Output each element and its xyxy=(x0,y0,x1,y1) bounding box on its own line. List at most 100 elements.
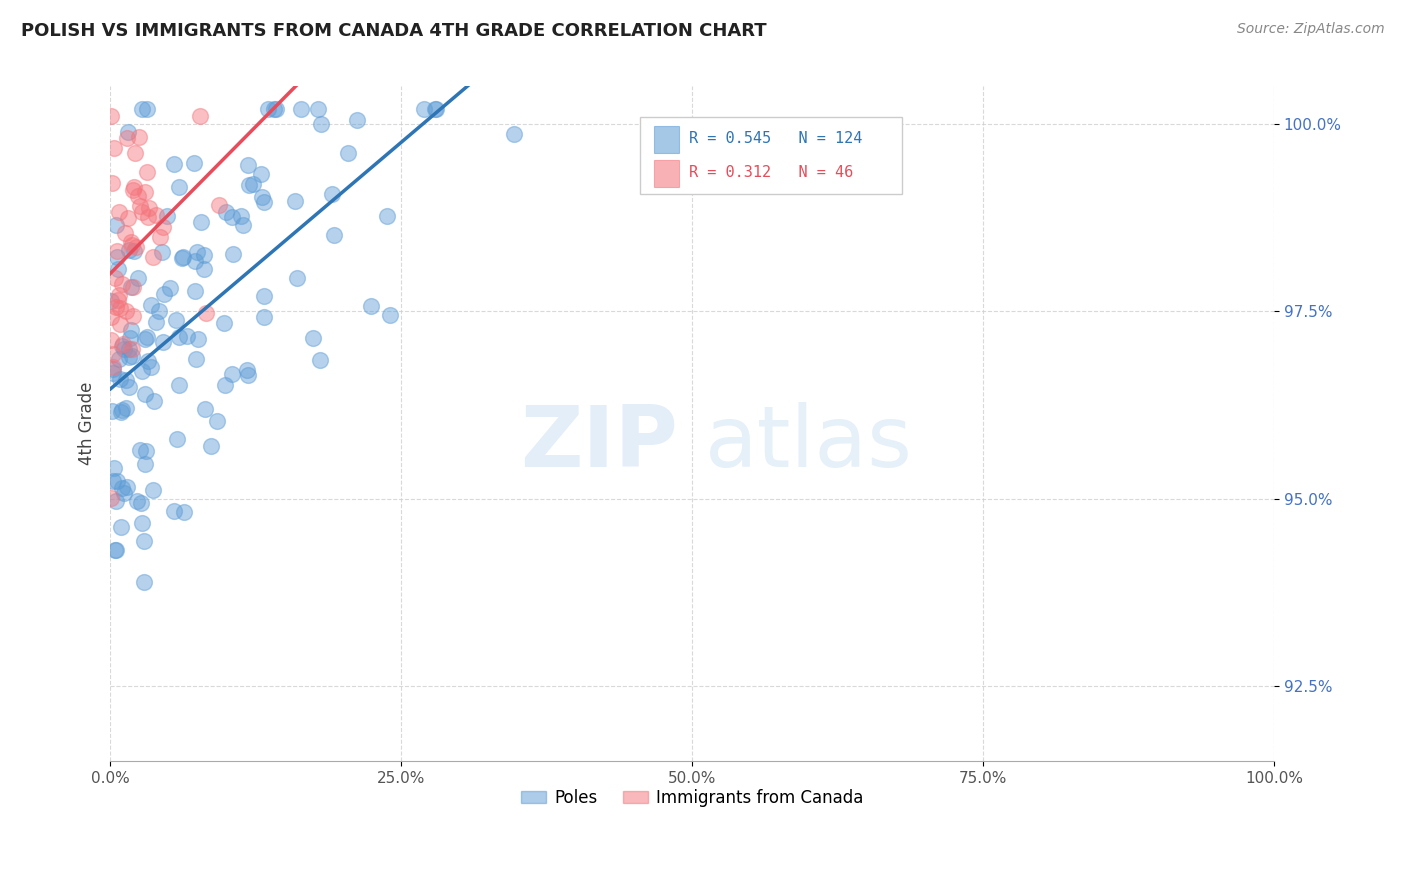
Poles xyxy=(115,480,138,494)
Poles xyxy=(101,404,124,418)
Poles xyxy=(193,248,215,262)
Poles xyxy=(184,351,207,366)
Immigrants from Canada xyxy=(100,310,122,324)
Poles xyxy=(104,543,127,558)
Poles xyxy=(105,474,128,488)
Immigrants from Canada xyxy=(104,300,127,314)
Immigrants from Canada xyxy=(108,301,131,315)
Poles xyxy=(250,167,273,181)
Poles xyxy=(132,575,155,590)
Immigrants from Canada xyxy=(125,239,148,253)
Poles xyxy=(134,457,156,471)
Poles xyxy=(207,414,229,428)
Poles xyxy=(120,323,142,337)
Immigrants from Canada xyxy=(152,220,174,235)
Poles xyxy=(232,218,254,232)
Poles xyxy=(118,351,141,365)
Text: atlas: atlas xyxy=(704,402,912,485)
Poles xyxy=(165,312,187,326)
Text: R = 0.312   N = 46: R = 0.312 N = 46 xyxy=(689,165,853,180)
Immigrants from Canada xyxy=(108,317,131,331)
Immigrants from Canada xyxy=(121,238,143,252)
Poles xyxy=(131,364,153,378)
Immigrants from Canada xyxy=(122,280,145,294)
Poles xyxy=(425,102,447,116)
Poles xyxy=(105,251,128,265)
Poles xyxy=(231,210,253,224)
Immigrants from Canada xyxy=(101,346,124,360)
Immigrants from Canada xyxy=(121,342,143,356)
Immigrants from Canada xyxy=(124,145,146,160)
Immigrants from Canada xyxy=(107,293,129,307)
Poles xyxy=(194,402,217,417)
Immigrants from Canada xyxy=(114,226,136,240)
Immigrants from Canada xyxy=(121,309,143,323)
Immigrants from Canada xyxy=(207,197,229,211)
Poles xyxy=(242,178,264,192)
Poles xyxy=(118,380,141,394)
Text: ZIP: ZIP xyxy=(520,402,678,485)
Poles xyxy=(166,432,188,446)
Immigrants from Canada xyxy=(128,199,150,213)
Poles xyxy=(134,332,156,346)
Y-axis label: 4th Grade: 4th Grade xyxy=(79,382,96,466)
Poles xyxy=(105,494,128,508)
Immigrants from Canada xyxy=(117,211,139,226)
Poles xyxy=(156,209,179,223)
Poles xyxy=(121,349,143,363)
Poles xyxy=(236,368,259,383)
Poles xyxy=(108,372,131,386)
Poles xyxy=(120,331,142,345)
Poles xyxy=(307,102,329,116)
Poles xyxy=(190,214,212,228)
Poles xyxy=(215,205,238,219)
Poles xyxy=(173,505,195,519)
Poles xyxy=(250,190,273,204)
Poles xyxy=(125,493,148,508)
Poles xyxy=(127,271,149,285)
Poles xyxy=(101,366,124,380)
Immigrants from Canada xyxy=(108,204,131,219)
Bar xyxy=(654,127,679,153)
Poles xyxy=(100,294,122,309)
Immigrants from Canada xyxy=(101,360,124,375)
Poles xyxy=(107,351,129,366)
Poles xyxy=(150,245,173,260)
Poles xyxy=(142,394,165,409)
Immigrants from Canada xyxy=(135,164,157,178)
Poles xyxy=(253,310,276,324)
Poles xyxy=(131,516,153,530)
Poles xyxy=(132,533,155,548)
Poles xyxy=(172,250,194,264)
Text: POLISH VS IMMIGRANTS FROM CANADA 4TH GRADE CORRELATION CHART: POLISH VS IMMIGRANTS FROM CANADA 4TH GRA… xyxy=(21,22,766,40)
Poles xyxy=(256,102,278,116)
Immigrants from Canada xyxy=(107,287,129,301)
Poles xyxy=(360,299,382,313)
Poles xyxy=(141,360,163,375)
Poles xyxy=(141,298,163,312)
Poles xyxy=(302,331,325,345)
Immigrants from Canada xyxy=(131,204,153,219)
Immigrants from Canada xyxy=(120,235,142,249)
Immigrants from Canada xyxy=(134,185,156,199)
Poles xyxy=(380,308,402,322)
Poles xyxy=(103,474,125,488)
Poles xyxy=(118,243,141,257)
Immigrants from Canada xyxy=(110,277,132,291)
Poles xyxy=(103,461,125,475)
Poles xyxy=(375,209,398,223)
Poles xyxy=(136,353,159,368)
Poles xyxy=(135,102,157,116)
Immigrants from Canada xyxy=(100,491,122,505)
Poles xyxy=(111,481,134,495)
Poles xyxy=(148,304,170,318)
Immigrants from Canada xyxy=(194,306,217,320)
Poles xyxy=(214,378,236,392)
Poles xyxy=(172,251,194,265)
Poles xyxy=(111,339,134,353)
Poles xyxy=(184,284,207,298)
Text: Source: ZipAtlas.com: Source: ZipAtlas.com xyxy=(1237,22,1385,37)
Poles xyxy=(128,442,150,457)
Poles xyxy=(253,194,276,209)
Poles xyxy=(238,178,260,192)
